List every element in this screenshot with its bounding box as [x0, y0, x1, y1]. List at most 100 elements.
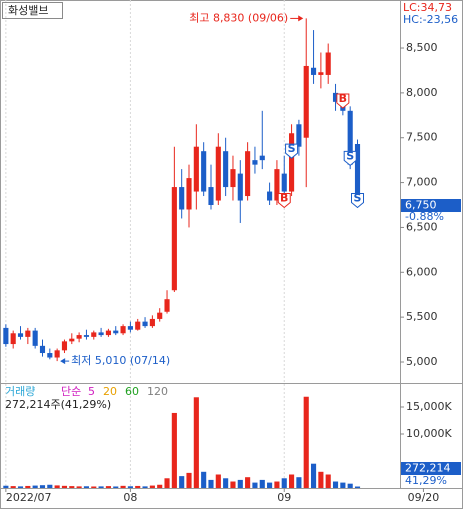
candle-body: [69, 338, 75, 342]
volume-bar: [303, 396, 309, 488]
y-tick-label: 8,500: [406, 41, 438, 54]
candle-body: [179, 187, 185, 210]
candle-body: [32, 330, 38, 346]
candle-body: [193, 146, 199, 192]
volume-bar: [142, 486, 148, 488]
volume-bar: [171, 412, 177, 488]
candle-body: [17, 333, 24, 337]
volume-bar: [3, 485, 9, 488]
volume-bar: [61, 485, 68, 488]
volume-bar: [10, 486, 16, 488]
x-tick-label: 08: [123, 491, 137, 504]
hc-label: HC:-23,56: [403, 13, 458, 26]
x-tick-label: 09: [277, 491, 291, 504]
volume-bar: [76, 486, 82, 488]
volume-bar: [208, 479, 214, 488]
candle-body: [83, 335, 90, 337]
volume-bar: [54, 485, 60, 488]
y-tick-label: 8,000: [406, 86, 438, 99]
stock-title: 화성밸브: [8, 4, 48, 17]
high-note: 최고 8,830 (09/06): [189, 11, 288, 24]
candle-body: [310, 67, 317, 75]
signal-label: B: [280, 192, 288, 205]
volume-bar: [259, 479, 265, 488]
volume-bar: [325, 474, 331, 488]
candle-body: [39, 345, 46, 354]
candle-body: [61, 341, 68, 351]
signal-label: S: [288, 142, 296, 155]
volume-bar: [127, 486, 133, 488]
volume-bar: [289, 474, 295, 488]
candle-body: [289, 133, 295, 192]
volume-bar: [296, 477, 302, 488]
ma-period: 20: [103, 385, 117, 398]
low-note: 최저 5,010 (07/14): [71, 354, 170, 367]
y-tick-label: 5,500: [406, 310, 438, 323]
signal-marker: [277, 193, 291, 209]
candle-body: [127, 326, 133, 330]
x-tick-label: 2022/07: [6, 491, 52, 504]
volume-bar: [340, 482, 346, 488]
volume-bar: [83, 486, 90, 488]
volume-bar: [98, 486, 104, 488]
volume-bar: [113, 486, 119, 488]
volume-bar: [267, 482, 273, 488]
signal-label: S: [354, 192, 362, 205]
candle-body: [332, 92, 339, 102]
volume-bar: [237, 479, 243, 488]
volume-bar: [274, 481, 280, 488]
candle-body: [98, 332, 104, 336]
signal-label: S: [346, 149, 354, 162]
candle-body: [245, 151, 251, 197]
candle-body: [267, 191, 273, 201]
signal-marker: [285, 143, 299, 159]
candle-body: [223, 151, 229, 188]
candle-body: [186, 178, 192, 210]
vol-tick-label: 15,000K: [406, 400, 452, 413]
vol-title: 거래량: [5, 385, 35, 398]
volume-bar: [318, 471, 324, 488]
candle-body: [25, 330, 31, 337]
candle-body: [354, 144, 361, 206]
vol-tick-label: 10,000K: [406, 427, 452, 440]
volume-bar: [347, 483, 353, 488]
signal-marker: [351, 193, 365, 209]
vol-last: 272,214: [405, 462, 451, 475]
volume-bar: [149, 485, 155, 488]
candle-body: [164, 299, 170, 312]
candle-body: [157, 312, 163, 319]
volume-bar: [164, 478, 170, 488]
volume-bar: [32, 485, 38, 488]
y-tick-label: 7,000: [406, 176, 438, 189]
candle-body: [318, 72, 324, 75]
candle-body: [208, 187, 214, 206]
signal-marker: [343, 150, 357, 167]
candle-body: [347, 110, 353, 165]
high-arrowhead: [298, 15, 304, 22]
volume-bar: [215, 474, 221, 488]
candle-body: [259, 155, 265, 161]
candle-body: [303, 65, 309, 138]
volume-bar: [332, 481, 339, 488]
candle-body: [54, 350, 60, 358]
volume-bar: [230, 481, 236, 488]
volume-bar: [17, 486, 24, 488]
signal-label: B: [339, 92, 347, 105]
vol-ratio: 41,29%: [405, 474, 447, 487]
y-tick-label: 5,000: [406, 355, 438, 368]
candle-body: [91, 332, 97, 337]
volume-bar: [193, 397, 199, 488]
volume-bar: [39, 485, 46, 488]
volume-bar: [91, 486, 97, 488]
ma-period: 5: [88, 385, 95, 398]
volume-bar: [105, 486, 111, 488]
volume-bar: [252, 482, 258, 488]
candle-body: [47, 353, 53, 358]
last-price-box: [401, 199, 461, 213]
volume-bar: [47, 484, 53, 488]
volume-bar: [179, 476, 185, 488]
volume-bar: [281, 478, 287, 488]
title-box: [2, 2, 63, 19]
